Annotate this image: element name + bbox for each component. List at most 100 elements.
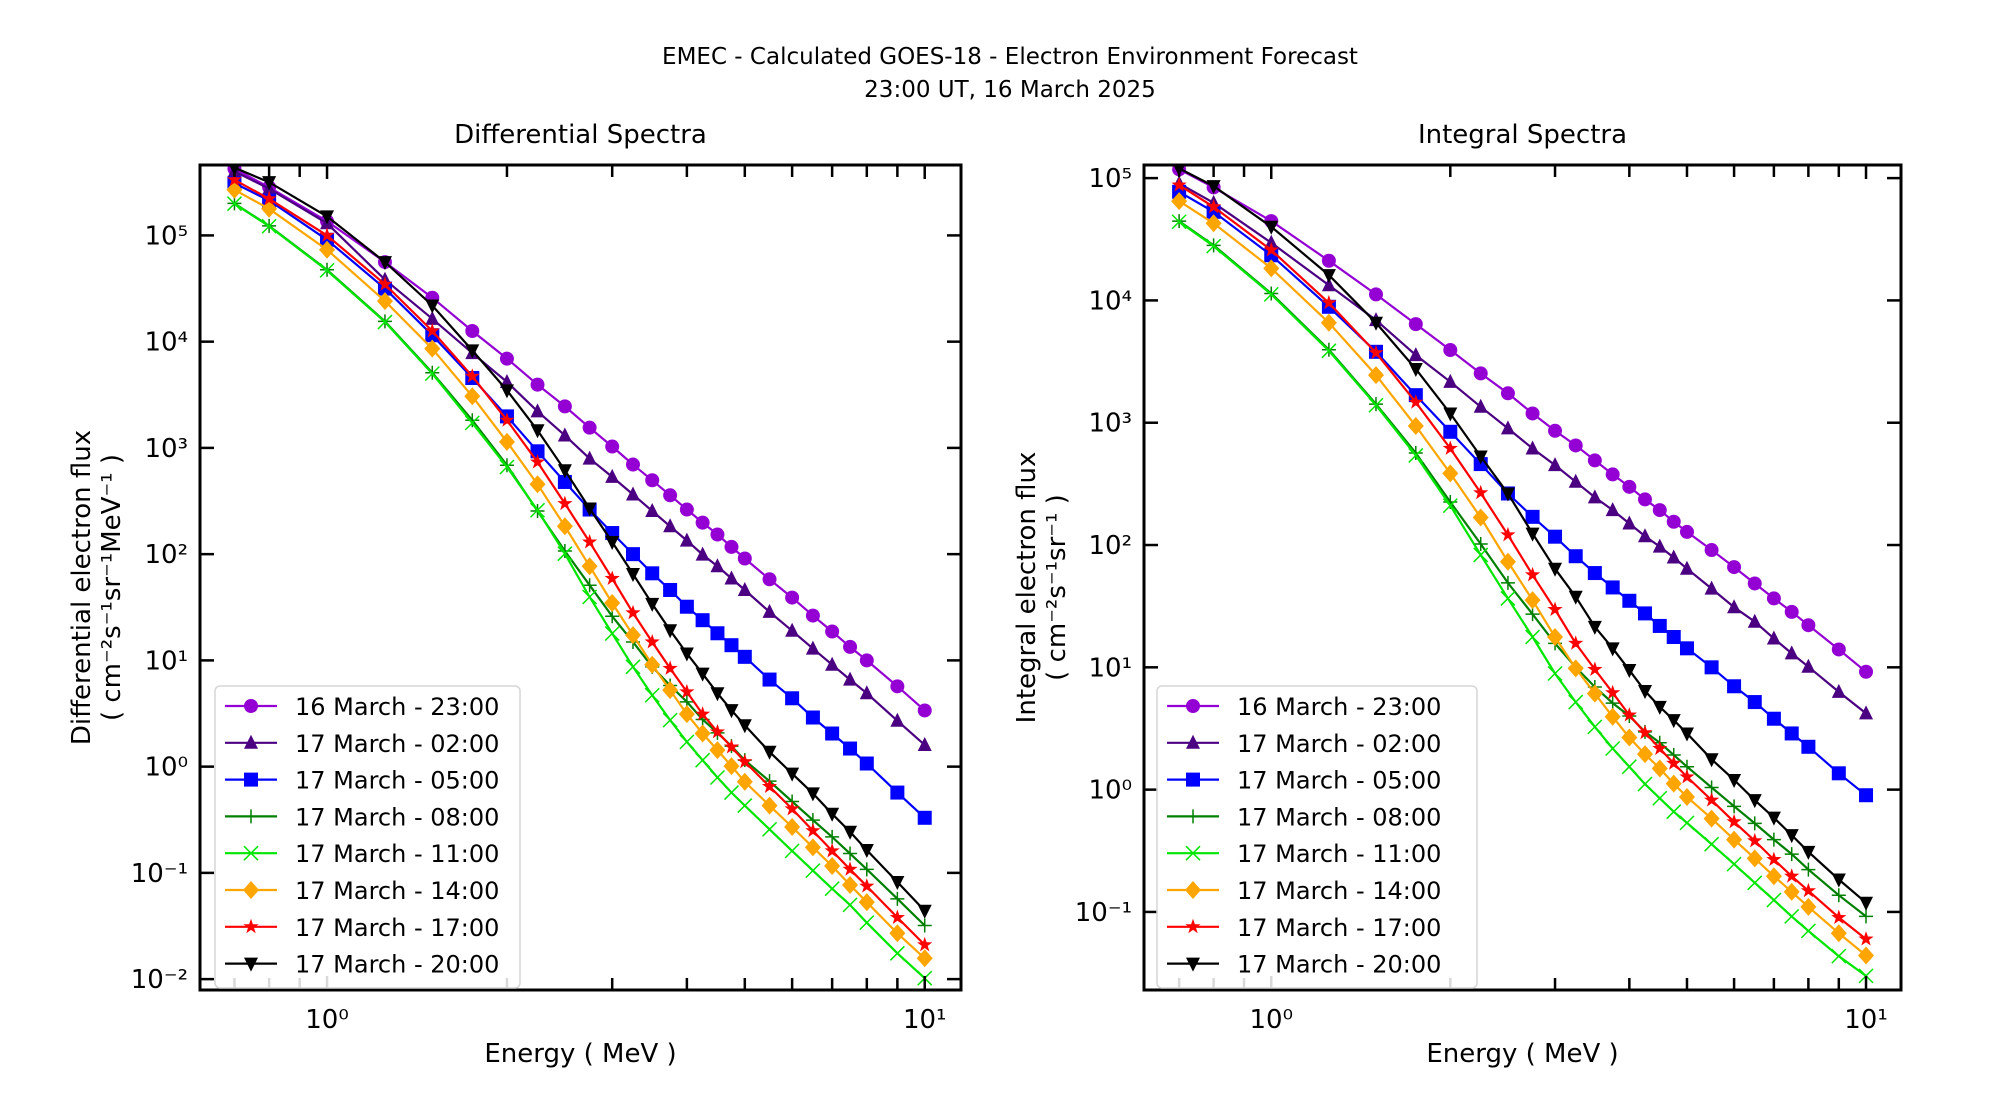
legend-marker-diamond-icon	[1185, 881, 1201, 899]
data-point	[465, 413, 480, 428]
data-point	[1321, 294, 1337, 310]
legend-label: 17 March - 11:00	[1237, 840, 1441, 868]
data-point	[557, 399, 572, 414]
data-point	[1605, 684, 1621, 700]
data-point	[377, 276, 393, 291]
data-point	[1321, 269, 1336, 284]
data-point	[1500, 386, 1515, 401]
data-point	[662, 681, 679, 700]
data-point	[625, 547, 640, 562]
data-point	[1264, 234, 1279, 249]
data-point	[1548, 562, 1563, 577]
data-point	[1587, 566, 1602, 581]
data-point	[1831, 873, 1846, 888]
series-17-march-17-00	[1171, 177, 1874, 946]
data-point	[1408, 394, 1424, 409]
data-point	[1747, 613, 1762, 628]
y-tick-label: 10⁴	[144, 328, 188, 358]
y-tick-label: 10¹	[144, 646, 188, 676]
data-point	[1473, 536, 1488, 551]
data-point	[529, 475, 546, 494]
data-point	[376, 292, 393, 311]
data-point	[1442, 498, 1458, 514]
data-point	[1548, 423, 1563, 438]
data-point	[464, 415, 480, 431]
data-point	[1801, 618, 1816, 633]
data-point	[1726, 856, 1742, 872]
data-point	[1652, 740, 1668, 755]
data-point	[825, 726, 840, 741]
data-point	[1500, 575, 1515, 590]
data-point	[1747, 875, 1763, 891]
data-point	[1727, 773, 1742, 788]
data-point	[785, 622, 800, 637]
data-point	[1605, 502, 1620, 517]
data-point	[737, 753, 753, 769]
data-point	[825, 624, 840, 639]
subplot-title: Integral Spectra	[1418, 120, 1627, 150]
y-axis-label: Integral electron flux	[1012, 452, 1042, 724]
legend-entry: 17 March - 11:00	[1167, 840, 1441, 868]
data-point	[1784, 908, 1800, 924]
data-point	[1859, 909, 1874, 924]
x-axis-label: Energy ( MeV )	[484, 1039, 676, 1069]
figure-title-line1: EMEC - Calculated GOES-18 - Electron Env…	[662, 44, 1358, 70]
data-point	[761, 796, 778, 815]
y-axis-label: Differential electron flux	[67, 430, 97, 745]
data-point	[1525, 527, 1540, 542]
data-point	[916, 949, 933, 968]
data-point	[425, 328, 440, 343]
data-point	[1800, 882, 1816, 898]
data-point	[1831, 766, 1846, 781]
data-point	[582, 502, 597, 517]
data-point	[710, 527, 725, 542]
data-point	[1651, 759, 1668, 778]
y-tick-label: 10⁻²	[131, 965, 188, 995]
y-tick-label: 10⁰	[1088, 776, 1132, 806]
data-point	[1666, 755, 1682, 770]
data-point	[917, 736, 932, 751]
data-point	[1408, 447, 1424, 463]
data-point	[1679, 641, 1694, 656]
data-point	[1858, 968, 1874, 984]
data-point	[663, 624, 678, 639]
data-point	[917, 904, 932, 919]
subplot-title: Differential Spectra	[454, 120, 707, 150]
data-point	[1408, 446, 1423, 461]
y-tick-label: 10¹	[1088, 653, 1132, 683]
x-axis-label: Energy ( MeV )	[1426, 1039, 1618, 1069]
data-point	[805, 710, 820, 725]
data-point	[1652, 503, 1667, 518]
data-point	[1263, 286, 1279, 302]
data-point	[1747, 576, 1762, 591]
data-point	[1605, 696, 1620, 711]
data-point	[1443, 424, 1458, 439]
series-17-march-20-00	[1173, 165, 1874, 911]
data-point	[1587, 719, 1603, 735]
legend-entry: 17 March - 02:00	[225, 730, 499, 758]
data-point	[843, 741, 858, 756]
data-point	[825, 829, 840, 844]
series-line	[1178, 182, 1867, 715]
data-point	[1263, 259, 1280, 278]
y-tick-label: 10⁴	[1088, 286, 1132, 316]
data-point	[582, 450, 597, 465]
data-point	[1321, 253, 1336, 268]
data-point	[625, 659, 641, 675]
data-point	[1587, 489, 1602, 504]
data-point	[737, 581, 752, 596]
data-point	[1473, 366, 1488, 381]
data-point	[1605, 467, 1620, 482]
data-point	[1547, 665, 1563, 682]
data-point	[1746, 849, 1763, 868]
data-point	[582, 578, 597, 593]
data-point	[1264, 248, 1279, 263]
data-point	[1652, 700, 1667, 715]
legend-label: 17 March - 14:00	[295, 877, 499, 905]
data-point	[678, 705, 695, 724]
legend-entry: 17 March - 05:00	[1167, 767, 1441, 795]
series-17-march-20-00	[229, 165, 932, 919]
data-point	[1408, 362, 1423, 377]
data-point	[1831, 948, 1847, 964]
data-point	[1859, 705, 1874, 720]
